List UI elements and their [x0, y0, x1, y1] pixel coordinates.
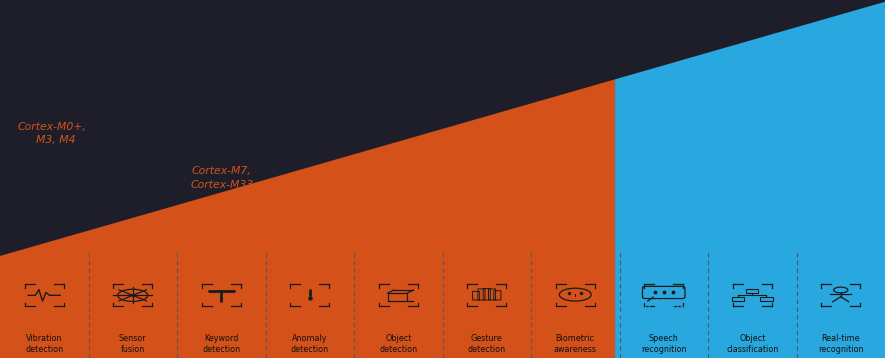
- Bar: [760, 297, 773, 301]
- Text: Cortex-M with
Ethos NPU ML
acceleration: Cortex-M with Ethos NPU ML acceleration: [615, 299, 691, 335]
- Text: Cortex-M0+,
  M3, M4: Cortex-M0+, M3, M4: [18, 122, 87, 145]
- Bar: [732, 297, 744, 301]
- Text: Cortex-M52, M55, M85
with Helium vector
instructions: Cortex-M52, M55, M85 with Helium vector …: [367, 209, 490, 246]
- Text: Gesture
detection: Gesture detection: [467, 334, 506, 354]
- Text: Vibration
detection: Vibration detection: [25, 334, 64, 354]
- Text: Real-time
recognition: Real-time recognition: [818, 334, 864, 354]
- Text: Cortex-M7,
Cortex-M33: Cortex-M7, Cortex-M33: [190, 166, 253, 190]
- Text: Speech
recognition: Speech recognition: [641, 334, 687, 354]
- Text: Anomaly
detection: Anomaly detection: [290, 334, 329, 354]
- Polygon shape: [0, 79, 615, 358]
- Text: Keyword
detection: Keyword detection: [202, 334, 241, 354]
- Text: Object
classification: Object classification: [726, 334, 779, 354]
- Text: Object
detection: Object detection: [379, 334, 418, 354]
- Bar: [388, 293, 407, 301]
- Text: Sensor
fusion: Sensor fusion: [119, 334, 147, 354]
- Text: Biometric
awareness: Biometric awareness: [554, 334, 596, 354]
- Polygon shape: [615, 2, 885, 358]
- Bar: [746, 289, 758, 293]
